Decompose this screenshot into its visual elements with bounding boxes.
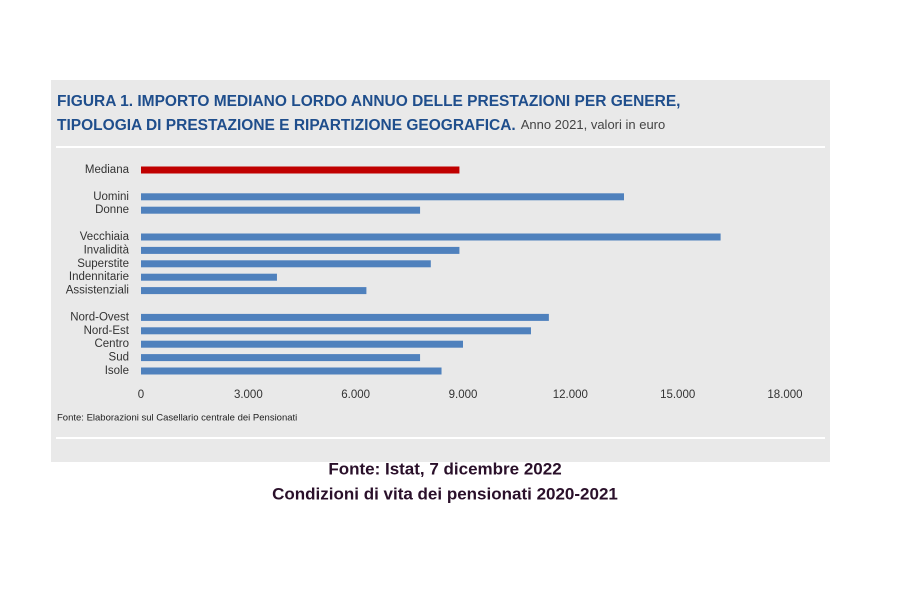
bar <box>141 166 460 174</box>
chart-title: TIPOLOGIA DI PRESTAZIONE E RIPARTIZIONE … <box>57 117 665 134</box>
y-tick-label: Assistenziali <box>66 285 129 297</box>
y-tick-label: Nord-Ovest <box>70 311 130 323</box>
x-tick-label: 6.000 <box>341 389 370 401</box>
panel <box>51 80 830 462</box>
y-tick-label: Uomini <box>93 191 129 203</box>
bar <box>141 193 624 201</box>
chart-title: TIPOLOGIA DI PRESTAZIONE E RIPARTIZIONE … <box>57 117 516 134</box>
note: Fonte: Elaborazioni sul Casellario centr… <box>57 413 297 424</box>
y-tick-label: Isole <box>105 365 129 377</box>
y-tick-label: Donne <box>95 204 129 216</box>
bar <box>141 327 531 335</box>
bar <box>141 313 549 321</box>
y-tick-label: Vecchiaia <box>80 231 130 243</box>
bar <box>141 287 367 295</box>
x-tick-label: 18.000 <box>767 389 802 401</box>
bar <box>141 340 463 348</box>
caption: Condizioni di vita dei pensionati 2020-2… <box>272 484 618 503</box>
x-tick-label: 0 <box>138 389 144 401</box>
chart-subtitle: Anno 2021, valori in euro <box>521 117 666 132</box>
chart-title: FIGURA 1. IMPORTO MEDIANO LORDO ANNUO DE… <box>57 93 680 110</box>
bar <box>141 246 460 254</box>
bar <box>141 273 277 281</box>
x-tick-label: 12.000 <box>553 389 588 401</box>
y-tick-label: Invalidità <box>84 244 130 256</box>
caption: Fonte: Istat, 7 dicembre 2022 <box>328 459 561 478</box>
y-tick-label: Sud <box>109 352 129 364</box>
y-tick-label: Mediana <box>85 164 130 176</box>
bar <box>141 206 421 214</box>
bar <box>141 354 421 362</box>
y-tick-label: Indennitarie <box>69 271 129 283</box>
bar <box>141 367 442 375</box>
y-tick-label: Centro <box>94 338 129 350</box>
x-tick-label: 15.000 <box>660 389 695 401</box>
bar <box>141 260 431 268</box>
x-tick-label: 3.000 <box>234 389 263 401</box>
y-tick-label: Superstite <box>77 258 129 270</box>
bar <box>141 233 721 241</box>
y-tick-label: Nord-Est <box>84 325 130 337</box>
x-tick-label: 9.000 <box>449 389 478 401</box>
